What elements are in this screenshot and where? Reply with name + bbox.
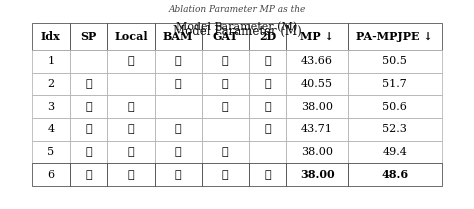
Text: Ablation Parameter MP as the: Ablation Parameter MP as the: [168, 5, 306, 14]
Text: Model Parameter (M): Model Parameter (M): [176, 22, 298, 32]
Text: Model Parameter (M): Model Parameter (M): [173, 25, 301, 38]
